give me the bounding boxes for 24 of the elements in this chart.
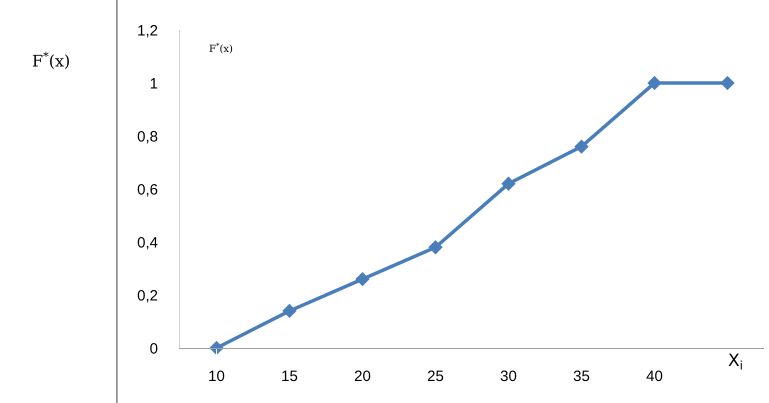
- point: [282, 304, 297, 318]
- y-axis-title: F$^{*}$(x): [32, 50, 70, 71]
- y-tick-label: 0,2: [137, 287, 158, 304]
- x-axis-title: X$_{i}$: [728, 351, 743, 373]
- x-tick-label: 20: [354, 368, 371, 385]
- point: [574, 139, 589, 154]
- y-tick-label: 0,6: [137, 181, 158, 198]
- point: [501, 176, 516, 191]
- y-tick-label: 0,4: [137, 234, 158, 252]
- point: [428, 240, 443, 254]
- x-tick-label: 25: [427, 368, 444, 385]
- x-tick-label: 35: [573, 368, 590, 385]
- x-tick-label: 15: [281, 368, 298, 385]
- point: [355, 272, 370, 286]
- y-tick-label: 0,8: [137, 128, 158, 146]
- y-tick-label: 1,2: [137, 22, 158, 40]
- y-tick-label: 1: [150, 75, 158, 92]
- point: [647, 76, 662, 90]
- x-tick-label: 10: [208, 368, 225, 385]
- point: [720, 76, 735, 90]
- annotation: F$^{*}$(x): [209, 42, 233, 56]
- y-tick-label: 0: [150, 340, 158, 358]
- x-tick-label: 30: [500, 368, 517, 385]
- x-tick-label: 40: [646, 368, 663, 385]
